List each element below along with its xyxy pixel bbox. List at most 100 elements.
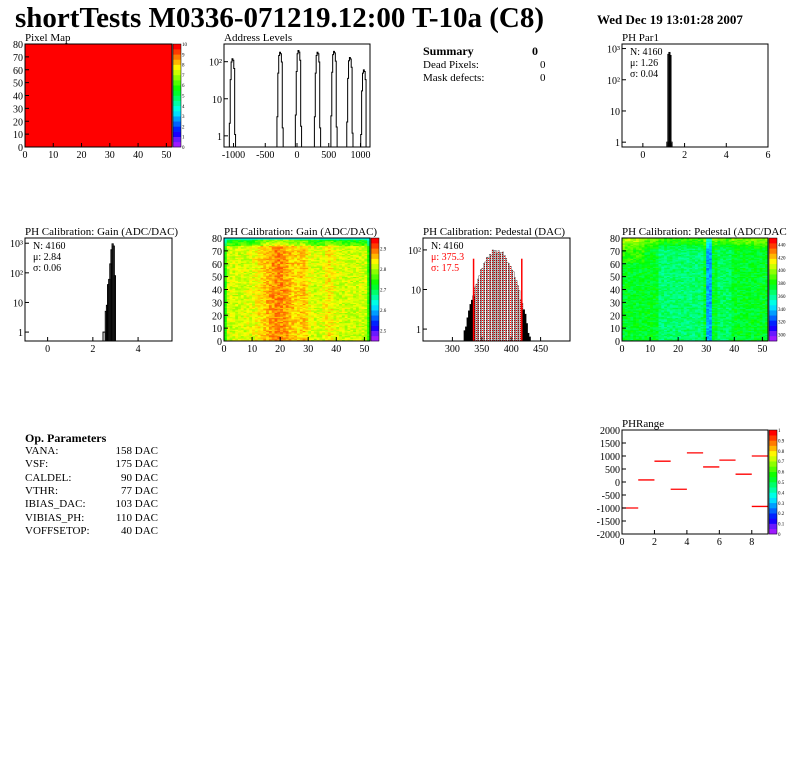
heatmap-cell xyxy=(333,256,337,258)
heatmap-cell xyxy=(288,243,292,245)
heatmap-cell xyxy=(288,276,292,279)
palette-swatch xyxy=(371,289,379,295)
heatmap-cell xyxy=(268,338,273,341)
heatmap-cell xyxy=(254,289,258,292)
heatmap-cell xyxy=(347,252,351,254)
heatmap-cell xyxy=(285,267,289,270)
heatmap-cell xyxy=(322,301,326,303)
heatmap-cell xyxy=(277,248,281,250)
heatmap-cell xyxy=(313,303,317,306)
heatmap-cell xyxy=(226,244,230,247)
heatmap-cell xyxy=(624,334,628,337)
heatmap-cell xyxy=(364,334,368,337)
heatmap-cell xyxy=(297,239,301,241)
heatmap-cell xyxy=(243,335,247,338)
heatmap-cell xyxy=(313,261,317,263)
heatmap-cell xyxy=(341,266,346,268)
heatmap-cell xyxy=(341,267,346,270)
heatmap-cell xyxy=(627,263,631,266)
heatmap-cell xyxy=(633,248,637,250)
heatmap-cell xyxy=(288,252,292,254)
heatmap-cell xyxy=(305,262,309,265)
heatmap-cell xyxy=(260,310,264,312)
heatmap-cell xyxy=(344,239,348,241)
heatmap-cell xyxy=(347,292,351,294)
heatmap-cell xyxy=(350,302,354,304)
heatmap-cell xyxy=(240,334,244,337)
heatmap-cell xyxy=(344,248,348,250)
heatmap-cell xyxy=(367,308,371,311)
heatmap-cell xyxy=(630,279,634,281)
heatmap-cell xyxy=(327,284,331,286)
heatmap-cell xyxy=(246,331,250,334)
heatmap-cell xyxy=(308,285,312,288)
heatmap-cell xyxy=(243,295,247,298)
heatmap-cell xyxy=(257,244,261,247)
heatmap-cell xyxy=(333,261,337,263)
heatmap-cell xyxy=(347,299,351,302)
heatmap-cell xyxy=(313,325,317,328)
heatmap-cell xyxy=(325,270,329,272)
heatmap-cell xyxy=(355,262,360,265)
heatmap-cell xyxy=(313,301,317,303)
heatmap-cell xyxy=(322,297,326,299)
heatmap-cell xyxy=(240,259,244,262)
heatmap-cell xyxy=(316,317,320,320)
op-parameter-label: IBIAS_DAC: xyxy=(25,498,86,511)
heatmap-cell xyxy=(243,284,247,286)
heatmap-cell xyxy=(638,303,642,306)
heatmap-cell xyxy=(252,267,256,270)
heatmap-cell xyxy=(268,272,273,275)
heatmap-cell xyxy=(266,268,270,271)
heatmap-cell xyxy=(254,248,258,250)
heatmap-cell xyxy=(355,254,360,257)
heatmap-cell xyxy=(252,292,256,294)
heatmap-cell xyxy=(282,293,287,295)
heatmap-cell xyxy=(232,299,236,302)
heatmap-cell xyxy=(260,243,264,245)
heatmap-cell xyxy=(319,335,323,338)
heatmap-cell xyxy=(226,271,230,274)
heatmap-cell xyxy=(302,286,306,289)
heatmap-cell xyxy=(263,279,267,281)
heatmap-cell xyxy=(638,281,642,284)
heatmap-cell xyxy=(246,329,250,331)
heatmap-cell xyxy=(280,315,284,317)
heatmap-cell xyxy=(291,280,295,283)
heatmap-cell xyxy=(240,257,244,259)
y-tick-label: 0 xyxy=(18,143,23,154)
heatmap-cell xyxy=(311,317,315,320)
heatmap-cell xyxy=(271,331,275,334)
heatmap-cell xyxy=(226,324,230,326)
heatmap-cell xyxy=(232,302,236,304)
heatmap-cell xyxy=(627,281,631,284)
heatmap-cell xyxy=(246,257,250,259)
heatmap-cell xyxy=(305,283,309,285)
heatmap-cell xyxy=(361,290,365,293)
heatmap-cell xyxy=(266,333,270,335)
heatmap-cell xyxy=(252,335,256,338)
heatmap-cell xyxy=(364,288,368,290)
heatmap-cell xyxy=(226,315,230,317)
heatmap-cell xyxy=(367,244,371,247)
heatmap-cell xyxy=(238,241,242,244)
heatmap-cell xyxy=(361,243,365,245)
heatmap-cell xyxy=(257,274,261,276)
heatmap-cell xyxy=(325,326,329,329)
heatmap-cell xyxy=(226,313,230,316)
heatmap-cell xyxy=(355,249,360,252)
heatmap-cell xyxy=(263,295,267,298)
heatmap-cell xyxy=(367,325,371,328)
heatmap-cell xyxy=(299,239,303,241)
heatmap-cell xyxy=(302,293,306,295)
heatmap-cell xyxy=(622,244,626,247)
heatmap-cell xyxy=(285,328,289,330)
heatmap-cell xyxy=(299,295,303,298)
heatmap-cell xyxy=(350,308,354,311)
heatmap-cell xyxy=(627,293,631,295)
heatmap-cell xyxy=(240,247,244,249)
heatmap-cell xyxy=(311,307,315,310)
heatmap-cell xyxy=(252,280,256,283)
heatmap-cell xyxy=(246,250,250,253)
heatmap-cell xyxy=(364,276,368,279)
